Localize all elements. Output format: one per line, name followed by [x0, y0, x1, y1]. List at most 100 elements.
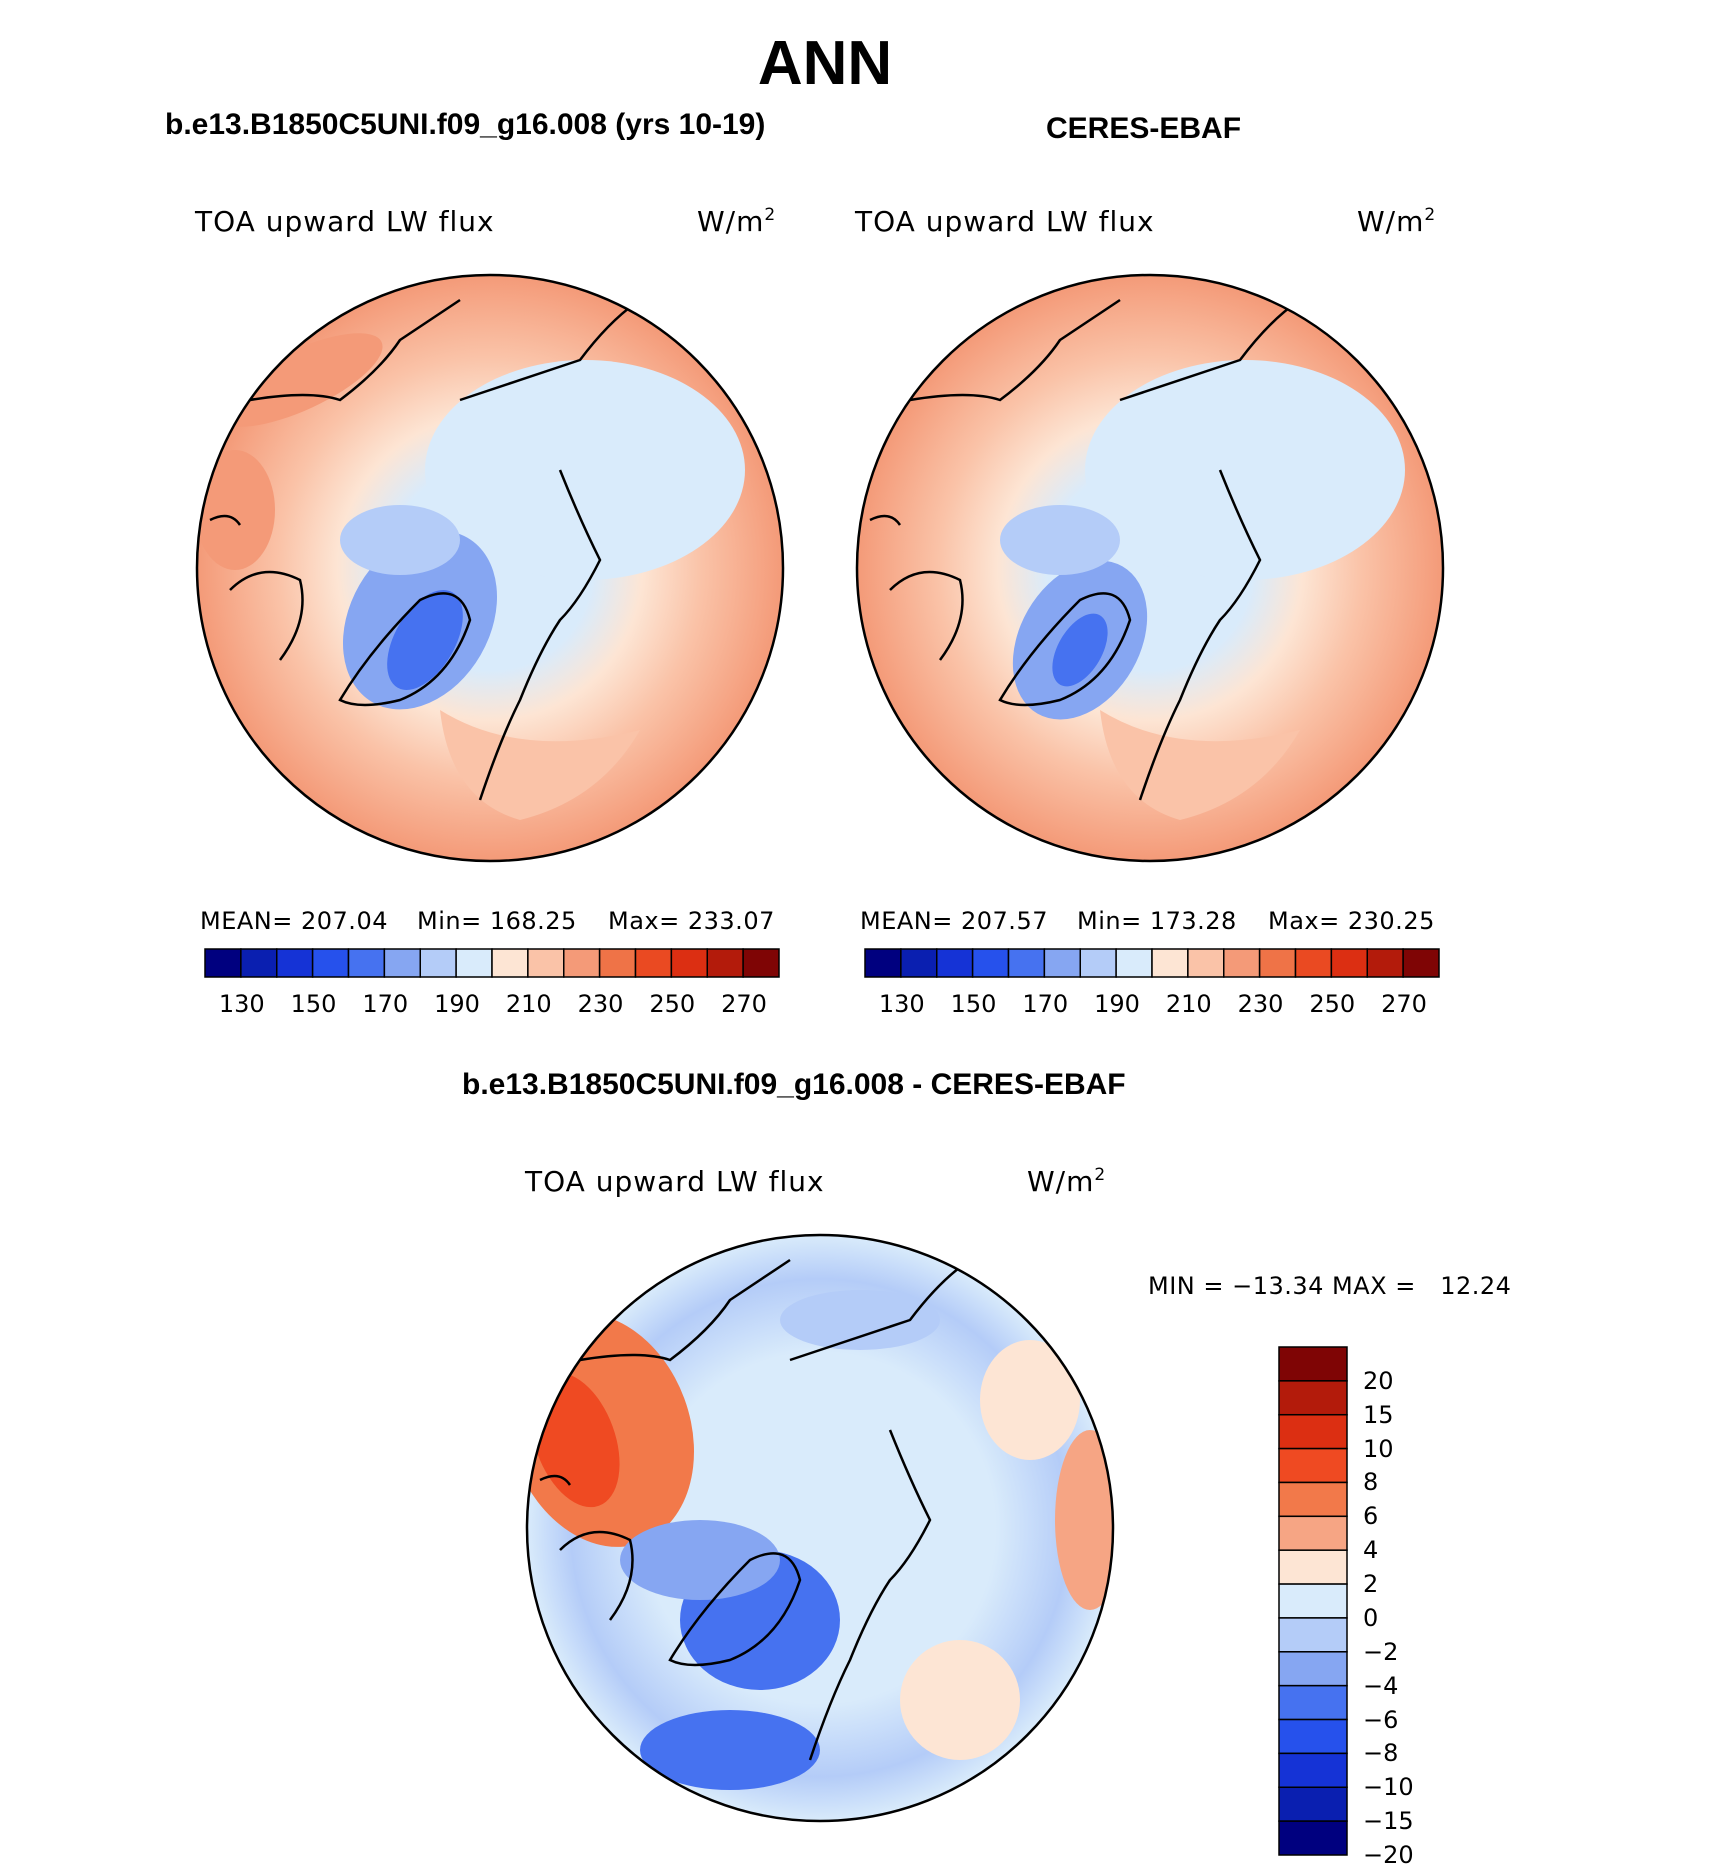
colorbar-tick-label: 190: [1094, 990, 1140, 1018]
colorbar-tick-label: 250: [1309, 990, 1356, 1018]
colorbar-tick-label: 4: [1363, 1536, 1379, 1565]
colorbar-tick-label: 190: [434, 990, 480, 1018]
colorbar-swatch: [1402, 948, 1440, 978]
colorbar-swatch: [1278, 1583, 1348, 1619]
colorbar-tick-label: 250: [649, 990, 696, 1018]
colorbar-tick-label: 130: [878, 990, 925, 1018]
colorbar-tick-label: −8: [1363, 1739, 1399, 1768]
colorbar-swatch: [1278, 1617, 1348, 1653]
colorbar-tick-label: 0: [1363, 1603, 1379, 1632]
panel1-map: [197, 275, 783, 861]
panel1-colorbar: [204, 948, 780, 978]
colorbar-swatch: [971, 948, 1010, 978]
figure-title: ANN: [757, 29, 893, 98]
colorbar-swatch: [1278, 1447, 1348, 1484]
panel1-mean: MEAN= 207.04: [200, 907, 388, 935]
colorbar-tick-label: 150: [290, 990, 337, 1018]
colorbar-tick-label: 15: [1363, 1400, 1394, 1429]
panel2-case-title: CERES-EBAF: [1046, 112, 1242, 145]
diff-minmax: MIN = −13.34 MAX = 12.24: [1148, 1272, 1512, 1300]
colorbar-swatch: [1366, 948, 1404, 978]
colorbar-swatch: [276, 948, 314, 978]
diff-units: W/m2: [1027, 1165, 1107, 1198]
colorbar-tick-label: 8: [1363, 1468, 1379, 1497]
colorbar-swatch: [491, 948, 529, 978]
colorbar-tick-label: 270: [721, 990, 767, 1018]
panel2-units: W/m2: [1357, 205, 1437, 238]
colorbar-swatch: [1278, 1549, 1348, 1585]
colorbar-swatch: [1278, 1380, 1348, 1416]
colorbar-swatch: [204, 948, 242, 978]
colorbar-swatch: [670, 948, 708, 978]
colorbar-tick-label: −20: [1363, 1841, 1414, 1869]
colorbar-tick-label: 2: [1363, 1570, 1379, 1599]
colorbar-tick-label: 170: [362, 990, 409, 1018]
colorbar-swatch: [1294, 948, 1333, 978]
diff-case-title: b.e13.B1850C5UNI.f09_g16.008 - CERES-EBA…: [462, 1068, 1126, 1101]
colorbar-swatch: [1278, 1481, 1348, 1518]
colorbar-swatch: [1258, 948, 1297, 978]
colorbar-swatch: [1278, 1684, 1348, 1721]
colorbar-swatch: [455, 948, 493, 978]
colorbar-swatch: [1043, 948, 1081, 978]
panel1-variable-label: TOA upward LW flux: [195, 205, 495, 238]
colorbar-swatch: [900, 948, 938, 978]
panel1-coastlines: [209, 298, 641, 801]
colorbar-swatch: [742, 948, 780, 978]
colorbar-tick-label: 210: [1165, 990, 1212, 1018]
colorbar-swatch: [936, 948, 974, 978]
colorbar-swatch: [1007, 948, 1046, 978]
colorbar-swatch: [1151, 948, 1189, 978]
panel1-case-title: b.e13.B1850C5UNI.f09_g16.008 (yrs 10-19): [165, 108, 766, 141]
colorbar-swatch: [706, 948, 744, 978]
colorbar-swatch: [1278, 1718, 1348, 1755]
colorbar-tick-label: 170: [1022, 990, 1069, 1018]
panel2-coastlines: [869, 298, 1301, 801]
colorbar-swatch: [1115, 948, 1153, 978]
colorbar-swatch: [563, 948, 601, 978]
colorbar-swatch: [1278, 1651, 1348, 1687]
panel2-map: [857, 275, 1443, 861]
colorbar-tick-label: 150: [950, 990, 997, 1018]
colorbar-tick-label: −6: [1363, 1705, 1399, 1734]
colorbar-swatch: [1330, 948, 1368, 978]
colorbar-tick-label: −10: [1363, 1773, 1414, 1802]
colorbar-swatch: [598, 948, 637, 978]
colorbar-tick-label: −2: [1363, 1637, 1399, 1666]
colorbar-swatch: [347, 948, 386, 978]
panel2-min: Min= 173.28: [1077, 907, 1237, 935]
colorbar-tick-label: 6: [1363, 1502, 1379, 1531]
diff-colorbar: [1278, 1346, 1348, 1856]
colorbar-swatch: [240, 948, 278, 978]
colorbar-swatch: [527, 948, 565, 978]
colorbar-swatch: [1278, 1515, 1348, 1551]
colorbar-swatch: [1278, 1820, 1348, 1856]
colorbar-swatch: [1278, 1413, 1348, 1450]
diff-map: [527, 1235, 1113, 1821]
colorbar-tick-label: −15: [1363, 1807, 1414, 1836]
panel2-mean: MEAN= 207.57: [860, 907, 1048, 935]
panel2-variable-label: TOA upward LW flux: [855, 205, 1155, 238]
colorbar-swatch: [634, 948, 673, 978]
colorbar-swatch: [419, 948, 457, 978]
colorbar-tick-label: 130: [218, 990, 265, 1018]
colorbar-swatch: [1278, 1752, 1348, 1789]
colorbar-swatch: [1079, 948, 1117, 978]
colorbar-swatch: [1187, 948, 1225, 978]
colorbar-tick-label: −4: [1363, 1671, 1399, 1700]
colorbar-swatch: [1278, 1346, 1348, 1382]
diff-coastlines: [539, 1258, 971, 1761]
panel1-max: Max= 233.07: [608, 907, 775, 935]
colorbar-swatch: [1223, 948, 1261, 978]
colorbar-tick-label: 20: [1363, 1366, 1394, 1395]
colorbar-tick-label: 210: [505, 990, 552, 1018]
colorbar-tick-label: 230: [577, 990, 624, 1018]
diff-variable-label: TOA upward LW flux: [525, 1165, 825, 1198]
colorbar-swatch: [1278, 1786, 1348, 1822]
colorbar-tick-label: 10: [1363, 1434, 1394, 1463]
panel2-max: Max= 230.25: [1268, 907, 1435, 935]
colorbar-swatch: [311, 948, 350, 978]
panel1-min: Min= 168.25: [417, 907, 577, 935]
panel2-colorbar: [864, 948, 1440, 978]
